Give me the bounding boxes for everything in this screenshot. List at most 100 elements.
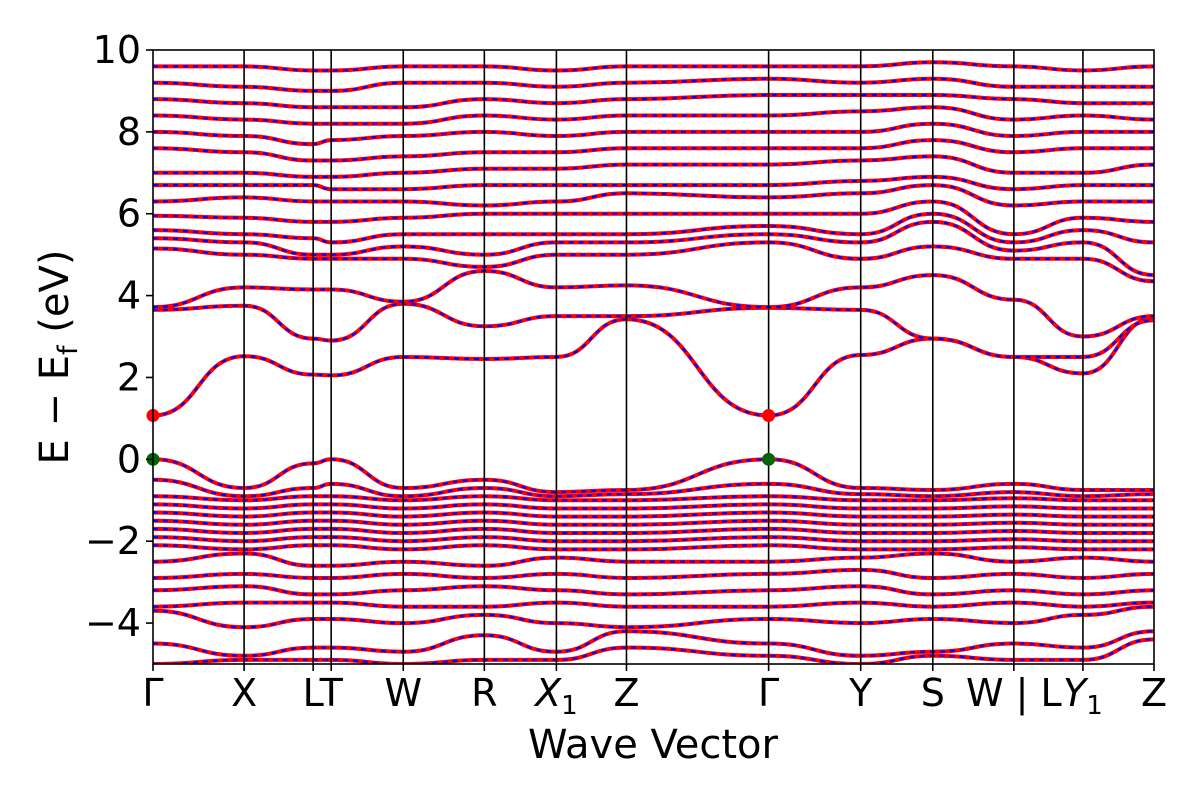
- x-tick-label-main: L: [303, 671, 324, 715]
- band-line-spin-down: [153, 568, 1154, 580]
- y-axis-title-unit: (eV): [32, 250, 78, 346]
- conduction-band: [153, 154, 1154, 179]
- valence-band: [153, 584, 1154, 597]
- band-line-spin-down: [153, 220, 1154, 277]
- x-tick-label: X1: [533, 671, 578, 721]
- band-line-spin-down: [153, 601, 1154, 608]
- y-axis-ticks: −4 −2 0 2 4 6 8 10: [85, 28, 153, 645]
- valence-band: [153, 518, 1154, 527]
- band-line-spin-down: [153, 519, 1154, 526]
- band-line-spin-down: [153, 175, 1154, 191]
- band-line-spin-down: [153, 630, 1154, 657]
- x-tick-label-main: T: [319, 671, 344, 715]
- x-tick-label: W | L: [966, 671, 1062, 716]
- x-tick-label: Z: [1141, 671, 1167, 715]
- band-line-spin-down: [153, 212, 1154, 244]
- x-tick-label-main: X: [533, 671, 562, 715]
- band-line-spin-down: [153, 241, 1154, 283]
- band-line-spin-down: [153, 495, 1154, 502]
- x-tick-label: S: [921, 671, 945, 715]
- y-axis-title-subscript: f: [53, 344, 84, 355]
- valence-band: [153, 535, 1154, 544]
- band-line-spin-down: [153, 585, 1154, 596]
- x-tick-label: Γ: [142, 671, 163, 715]
- plot-frame: [152, 49, 1155, 665]
- band-line-spin-down: [153, 138, 1154, 162]
- band-line-spin-down: [153, 200, 1154, 236]
- conduction-band: [153, 240, 1154, 284]
- band-line-spin-down: [153, 527, 1154, 535]
- y-tick-label: 4: [117, 274, 141, 318]
- x-tick-label-main: W: [384, 671, 422, 715]
- x-tick-label-subscript: 1: [561, 691, 578, 721]
- valence-band: [153, 502, 1154, 511]
- x-tick-label-main: Z: [1141, 671, 1167, 715]
- band-line-spin-down: [153, 106, 1154, 125]
- valence-band: [153, 494, 1154, 503]
- conduction-band: [153, 199, 1154, 237]
- x-axis-title: Wave Vector: [528, 722, 779, 768]
- band-line-spin-down: [153, 511, 1154, 518]
- conduction-band: [153, 76, 1154, 93]
- conduction-band: [153, 138, 1154, 163]
- band-line-spin-down: [153, 61, 1154, 72]
- valence-band: [153, 600, 1154, 609]
- x-tick-label: X: [231, 671, 257, 715]
- x-tick-label-main: Y: [848, 671, 873, 715]
- x-tick-label: W: [384, 671, 422, 715]
- y-tick-label: 6: [117, 192, 141, 236]
- valence-band: [153, 567, 1154, 581]
- x-axis-ticks: Γ X LT W R X1 Z Γ Y S W | L Y1 Z: [142, 664, 1167, 721]
- y-tick-label: 0: [117, 437, 141, 481]
- band-edge-markers: [146, 409, 776, 466]
- x-tick-label-main: Z: [613, 671, 639, 715]
- valence-band: [153, 543, 1154, 552]
- conduction-band: [153, 121, 1154, 147]
- conduction-band: [153, 105, 1154, 126]
- conduction-band: [153, 219, 1154, 278]
- band-line-spin-down: [153, 183, 1154, 207]
- band-line-spin-down: [153, 478, 1154, 498]
- valence-band: [153, 629, 1154, 658]
- conduction-band: [153, 183, 1154, 208]
- conduction-band: [153, 301, 1154, 360]
- y-tick-label: 2: [117, 355, 141, 399]
- x-tick-label: Z: [613, 671, 639, 715]
- band-line-spin-down: [153, 544, 1154, 551]
- valence-band: [153, 477, 1154, 499]
- x-tick-label-subscript: 1: [1086, 691, 1103, 721]
- conduction-band: [153, 174, 1154, 192]
- x-tick-label: R: [471, 671, 497, 715]
- y-tick-label: −4: [85, 601, 141, 645]
- x-tick-label-main: W | L: [966, 671, 1062, 716]
- valence-band: [153, 510, 1154, 519]
- band-line-spin-down: [153, 302, 1154, 359]
- conduction-band: [153, 268, 1154, 339]
- x-tick-label-main: R: [471, 671, 497, 715]
- band-line-spin-down: [153, 503, 1154, 510]
- x-tick-label: T: [319, 671, 344, 715]
- conduction-band: [153, 60, 1154, 73]
- y-axis-title: E − Ef (eV): [32, 250, 84, 465]
- conduction-band: [153, 92, 1154, 110]
- x-tick-label-main: X: [231, 671, 257, 715]
- x-tick-label: Γ: [758, 671, 779, 715]
- band-line-spin-down: [153, 155, 1154, 179]
- x-tick-label: Y: [848, 671, 873, 715]
- band-line-spin-down: [153, 93, 1154, 109]
- x-tick-label-main: S: [921, 671, 945, 715]
- band-line-spin-down: [153, 77, 1154, 92]
- y-axis-title-main: E − E: [32, 355, 78, 465]
- band-line-spin-down: [153, 269, 1154, 338]
- band-line-spin-down: [153, 535, 1154, 543]
- x-tick-label-main: Γ: [142, 671, 163, 715]
- x-tick-label: L: [303, 671, 324, 715]
- y-tick-label: 10: [93, 28, 141, 72]
- x-tick-label: Y1: [1063, 671, 1103, 721]
- y-tick-label: 8: [117, 110, 141, 154]
- vbm-marker: [762, 452, 776, 466]
- x-tick-label-main: Γ: [758, 671, 779, 715]
- band-line-spin-down: [153, 638, 1154, 664]
- x-tick-label-main: Y: [1063, 671, 1089, 715]
